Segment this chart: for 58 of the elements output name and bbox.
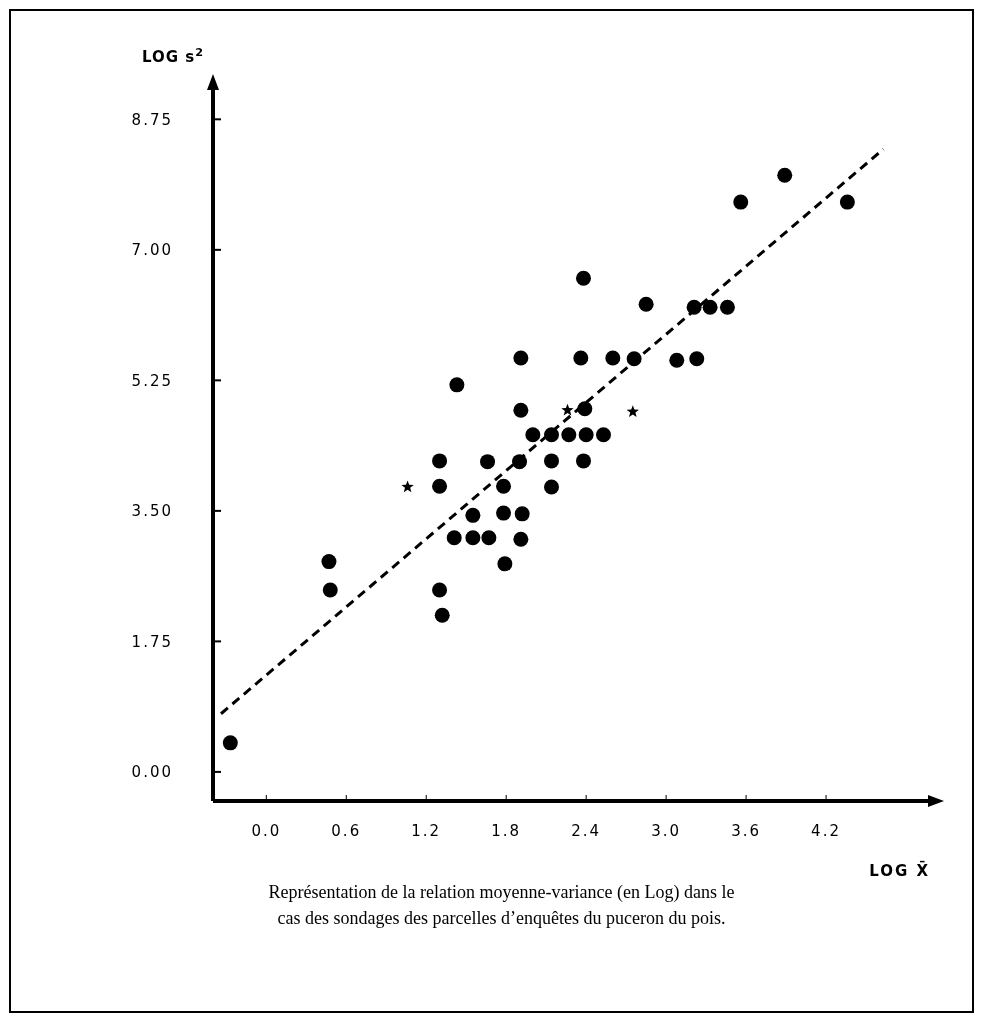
- point: [733, 194, 749, 210]
- point: [719, 299, 735, 315]
- point: [513, 402, 529, 418]
- point: [525, 427, 541, 443]
- x-tick-label: 0.0: [251, 822, 282, 840]
- point: [575, 270, 591, 286]
- point: [465, 530, 481, 546]
- x-tick-label: 3.0: [651, 822, 682, 840]
- point: [222, 735, 238, 751]
- point: [702, 299, 718, 315]
- point: [321, 554, 337, 570]
- point: [496, 478, 512, 494]
- point: [638, 296, 654, 312]
- y-axis-title: LOG s$^{2}$: [141, 45, 205, 66]
- point: [561, 403, 574, 416]
- point: [513, 350, 529, 366]
- point: [481, 530, 497, 546]
- y-tick-label: 8.75: [131, 110, 173, 129]
- x-tick-label: 2.4: [571, 822, 602, 840]
- point: [449, 377, 465, 393]
- point: [575, 453, 591, 469]
- point: [432, 478, 448, 494]
- point: [446, 530, 462, 546]
- point: [497, 556, 513, 572]
- y-tick-label: 1.75: [131, 632, 173, 651]
- point: [777, 167, 793, 183]
- point: [561, 427, 577, 443]
- point: [626, 405, 639, 417]
- point: [434, 607, 450, 623]
- point: [669, 352, 685, 368]
- text: Représentation de la relation moyenne-variance (en Log) dans le cas des sondages des parcelles d’enquêtes du puceron du pois.: [268, 882, 735, 928]
- point: [578, 427, 594, 443]
- point: [465, 507, 481, 523]
- x-tick-label: 3.6: [731, 822, 762, 840]
- x-axis-title: LOG X̄: [869, 860, 930, 880]
- x-tick-label: 0.6: [331, 822, 362, 840]
- x-tick-label: 4.2: [811, 822, 841, 840]
- point: [689, 351, 705, 367]
- y-tick-label: 7.00: [131, 241, 173, 260]
- point: [480, 454, 496, 470]
- x-tick-label: 1.8: [491, 822, 522, 840]
- point: [432, 453, 448, 469]
- point: [605, 350, 621, 366]
- point: [514, 506, 530, 522]
- y-tick-label: 5.25: [131, 371, 173, 390]
- point: [322, 582, 338, 598]
- x-tick-label: 1.2: [411, 822, 442, 840]
- point: [595, 427, 611, 443]
- point: [573, 350, 589, 366]
- point: [544, 479, 560, 495]
- y-tick-label: 3.50: [131, 502, 173, 521]
- point: [513, 531, 529, 547]
- point: [544, 453, 560, 469]
- point: [496, 505, 512, 521]
- y-tick-label: 0.00: [131, 763, 173, 782]
- point: [839, 194, 855, 210]
- point: [432, 582, 448, 598]
- point: [401, 480, 414, 493]
